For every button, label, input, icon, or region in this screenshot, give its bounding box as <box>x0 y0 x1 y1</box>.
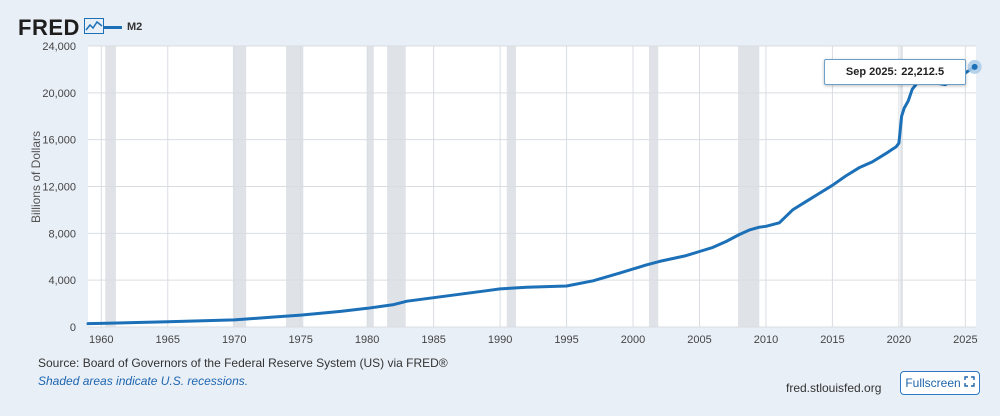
y-tick-label-2: 8,000 <box>48 228 76 240</box>
x-tick-label-9: 2005 <box>687 334 711 346</box>
series-line-m2[interactable] <box>86 65 977 326</box>
fred-logo[interactable]: FRED <box>18 15 104 41</box>
x-tick-label-4: 1980 <box>355 334 379 346</box>
highlight-point[interactable] <box>971 63 978 70</box>
x-tick-label-11: 2015 <box>820 334 844 346</box>
value-tooltip: Sep 2025: 22,212.5 <box>824 59 966 85</box>
site-url[interactable]: fred.stlouisfed.org <box>786 381 882 395</box>
y-tick-label-1: 4,000 <box>48 275 76 287</box>
legend-label: M2 <box>127 21 143 33</box>
legend-swatch <box>104 25 122 29</box>
x-tick-label-0: 1960 <box>89 334 113 346</box>
source-text: Source: Board of Governors of the Federa… <box>38 356 448 370</box>
y-tick-label-6: 24,000 <box>42 41 76 53</box>
fullscreen-button[interactable]: Fullscreen <box>900 371 980 395</box>
x-tick-label-7: 1995 <box>554 334 578 346</box>
tooltip-date: Sep 2025: <box>845 66 898 78</box>
x-tick-label-6: 1990 <box>488 334 512 346</box>
legend: M2 <box>104 21 142 33</box>
y-axis-ticks: 0 4,000 8,000 12,000 16,000 20,000 24,000 <box>42 41 76 334</box>
y-tick-label-5: 20,000 <box>42 88 76 100</box>
line-chart-icon <box>83 17 104 39</box>
recession-note: Shaded areas indicate U.S. recessions. <box>38 374 249 388</box>
x-tick-label-12: 2020 <box>887 334 911 346</box>
y-tick-label-4: 16,000 <box>42 135 76 147</box>
x-tick-label-3: 1975 <box>288 334 312 346</box>
x-tick-label-5: 1985 <box>421 334 445 346</box>
fullscreen-label: Fullscreen <box>905 376 961 390</box>
tooltip-value: 22,212.5 <box>901 66 945 78</box>
x-tick-label-10: 2010 <box>754 334 778 346</box>
x-tick-label-8: 2000 <box>621 334 645 346</box>
x-axis-ticks: 1960 1965 1970 1975 1980 1985 1990 1995 2000 2005… <box>89 334 978 346</box>
gridlines <box>88 45 976 328</box>
x-tick-label-1: 1965 <box>156 334 180 346</box>
y-tick-label-0: 0 <box>70 322 76 334</box>
series-layer <box>86 59 982 326</box>
fred-wordmark: FRED <box>18 15 80 40</box>
x-tick-label-2: 1970 <box>222 334 246 346</box>
y-tick-label-3: 12,000 <box>42 182 76 194</box>
x-tick-label-13: 2025 <box>953 334 977 346</box>
expand-icon <box>963 376 975 390</box>
